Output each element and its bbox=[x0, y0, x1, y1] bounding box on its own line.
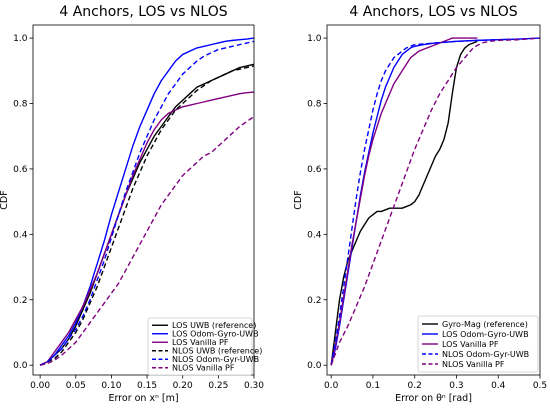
chart-2-x-axis-label: Error on θⁿ [rad] bbox=[395, 393, 472, 404]
chart-1-legend-box bbox=[147, 317, 253, 376]
chart-1-y-tick-label: 0.0 bbox=[13, 361, 28, 371]
chart-2-x-tick-label: 0.2 bbox=[408, 381, 422, 391]
chart-2-plot-frame bbox=[326, 24, 541, 376]
chart-1-legend-label-3: LOS Vanilla PF bbox=[172, 338, 229, 347]
chart-2-legend-label-5: NLOS Vanilla PF bbox=[442, 360, 505, 369]
chart-2-y-tick-label: 0.8 bbox=[307, 100, 322, 110]
chart-2-x-tick-label: 0.4 bbox=[491, 381, 506, 391]
chart-2-legend-label-4: NLOS Odom-Gyr-UWB bbox=[442, 350, 529, 359]
chart-1-x-tick-label: 0.25 bbox=[208, 381, 228, 391]
chart-2-legend-label-1: Gyro-Mag (reference) bbox=[442, 320, 528, 329]
chart-2-title: 4 Anchors, LOS vs NLOS bbox=[349, 4, 517, 20]
chart-2-y-tick-label: 0.6 bbox=[307, 165, 322, 175]
chart-1-series-group bbox=[39, 37, 254, 366]
chart-1-series-line-4 bbox=[39, 65, 254, 366]
chart-1-y-tick-label: 0.6 bbox=[13, 165, 28, 175]
chart-2-legend-label-2: LOS Odom-Gyro-UWB bbox=[442, 330, 529, 339]
chart-1-plot-frame bbox=[32, 24, 255, 376]
chart-2-y-tick-label: 0.0 bbox=[307, 361, 322, 371]
chart-1-legend-label-2: LOS Odom-Gyro-UWB bbox=[172, 330, 259, 339]
chart-1-x-tick-label: 0.00 bbox=[30, 381, 50, 391]
chart-2-y-axis-label: CDF bbox=[293, 190, 304, 209]
chart-1-x-tick-label: 0.20 bbox=[173, 381, 193, 391]
chart-1-y-tick-label: 0.2 bbox=[13, 296, 27, 306]
chart-1-y-axis-label: CDF bbox=[0, 190, 10, 209]
chart-1-legend: LOS UWB (reference)LOS Odom-Gyro-UWBLOS … bbox=[147, 317, 262, 376]
chart-2-y-tick-label: 0.2 bbox=[307, 296, 321, 306]
chart-2-legend: Gyro-Mag (reference)LOS Odom-Gyro-UWBLOS… bbox=[417, 315, 539, 373]
chart-1-series-line-5 bbox=[39, 40, 254, 366]
chart-1-y-tick-label: 0.4 bbox=[13, 230, 28, 240]
chart-1-x-tick-label: 0.15 bbox=[137, 381, 157, 391]
chart-2-series-line-5 bbox=[330, 37, 540, 366]
chart-1-series-line-2 bbox=[39, 37, 254, 366]
chart-2-x-tick-label: 0.5 bbox=[533, 381, 547, 391]
chart-1-title: 4 Anchors, LOS vs NLOS bbox=[59, 4, 227, 20]
chart-1-y-tick-label: 0.8 bbox=[13, 100, 28, 110]
chart-1-legend-label-4: NLOS UWB (reference) bbox=[172, 347, 262, 356]
chart-1-series-line-6 bbox=[39, 116, 254, 366]
chart-2-legend-box bbox=[417, 315, 539, 373]
chart-2-legend-label-3: LOS Vanilla PF bbox=[442, 340, 499, 349]
chart-2-y-tick-label: 1.0 bbox=[307, 34, 322, 44]
chart-1-x-tick-label: 0.30 bbox=[244, 381, 264, 391]
chart-2-x-tick-label: 0.1 bbox=[366, 381, 380, 391]
chart-2-x-tick-label: 0.3 bbox=[449, 381, 463, 391]
chart-2-y-tick-label: 0.4 bbox=[307, 230, 322, 240]
chart-1-legend-label-6: NLOS Vanilla PF bbox=[172, 364, 235, 373]
chart-1-x-axis-label: Error on xⁿ [m] bbox=[108, 393, 178, 404]
chart-2-series-group bbox=[330, 37, 540, 366]
chart-2-series-line-4 bbox=[330, 37, 540, 366]
chart-1: 0.00 0.05 0.10 0.15 0.20 0.25 0.30 0.0 0.2 0.4 0.6… bbox=[0, 4, 264, 404]
chart-1-y-tick-label: 1.0 bbox=[13, 34, 28, 44]
chart-1-legend-label-1: LOS UWB (reference) bbox=[172, 321, 256, 330]
chart-1-x-tick-label: 0.05 bbox=[66, 381, 86, 391]
chart-1-series-line-3 bbox=[39, 91, 254, 366]
chart-2: 0.0 0.1 0.2 0.3 0.4 0.5 0.0 0.2 0.4 0.6 0.8 1.0 4 An… bbox=[293, 4, 547, 404]
chart-2-x-tick-label: 0.0 bbox=[324, 381, 339, 391]
chart-1-x-tick-label: 0.10 bbox=[101, 381, 121, 391]
chart-1-legend-label-5: NLOS Odom-Gyr-UWB bbox=[172, 355, 259, 364]
chart-2-series-line-1 bbox=[330, 40, 478, 366]
